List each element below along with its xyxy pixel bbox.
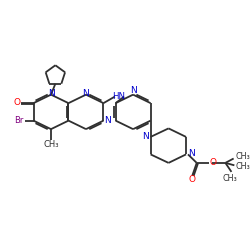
Text: N: N — [188, 150, 195, 158]
Text: N: N — [142, 132, 148, 141]
Text: CH₃: CH₃ — [43, 140, 59, 149]
Text: O: O — [189, 175, 196, 184]
Text: CH₃: CH₃ — [236, 162, 250, 171]
Text: N: N — [130, 86, 137, 96]
Text: CH₃: CH₃ — [236, 152, 250, 160]
Text: Br: Br — [14, 116, 24, 125]
Text: CH₃: CH₃ — [222, 174, 237, 183]
Text: O: O — [209, 158, 216, 167]
Text: O: O — [14, 98, 21, 107]
Text: N: N — [48, 89, 54, 98]
Text: N: N — [82, 89, 89, 98]
Text: N: N — [104, 116, 111, 125]
Text: HN: HN — [112, 92, 126, 101]
